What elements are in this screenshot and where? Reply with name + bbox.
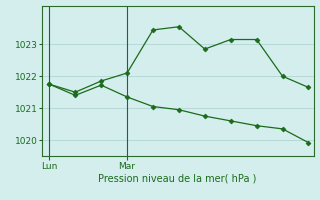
X-axis label: Pression niveau de la mer( hPa ): Pression niveau de la mer( hPa ) <box>99 173 257 183</box>
